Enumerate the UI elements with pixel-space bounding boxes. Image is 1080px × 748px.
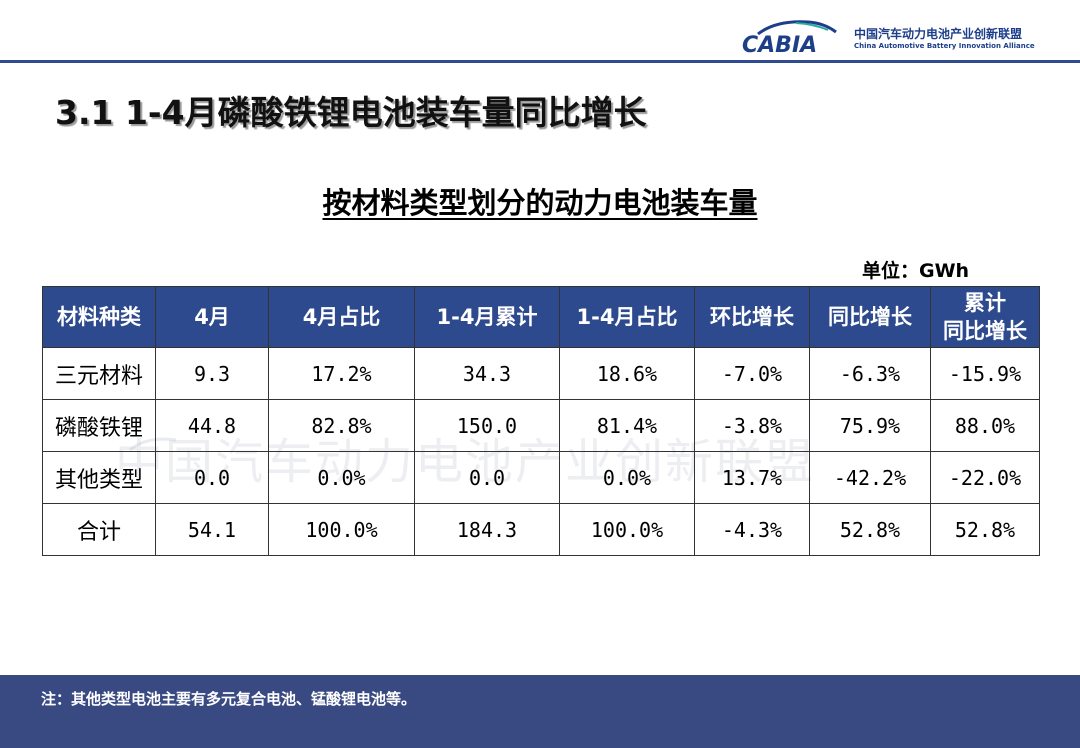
- header-april-share: 4月占比: [268, 286, 415, 348]
- table-row: 三元材料 9.3 17.2% 34.3 18.6% -7.0% -6.3% -1…: [42, 347, 1040, 400]
- table-cell: 52.8%: [930, 503, 1040, 556]
- table-cell: 100.0%: [559, 503, 695, 556]
- table-cell: 17.2%: [268, 347, 415, 400]
- table-cell: -4.3%: [694, 503, 810, 556]
- table-title-wrap: 按材料类型划分的动力电池装车量: [0, 180, 1080, 222]
- row-label: 其他类型: [42, 451, 156, 504]
- header-ytd-yoy-line1: 累计: [964, 291, 1006, 315]
- table-row: 其他类型 0.0 0.0% 0.0 0.0% 13.7% -42.2% -22.…: [42, 451, 1040, 504]
- header-ytd-share: 1-4月占比: [559, 286, 695, 348]
- table-cell: -3.8%: [694, 399, 810, 452]
- table-cell: 81.4%: [559, 399, 695, 452]
- table-cell: 0.0%: [559, 451, 695, 504]
- table-cell: 13.7%: [694, 451, 810, 504]
- table-cell: 54.1: [155, 503, 269, 556]
- table-cell: 44.8: [155, 399, 269, 452]
- logo-wordmark: CABIA: [742, 33, 817, 58]
- table-cell: 100.0%: [268, 503, 415, 556]
- page-title: 3.1 1-4月磷酸铁锂电池装车量同比增长: [55, 93, 647, 132]
- header-ytd-yoy-line2: 同比增长: [943, 319, 1027, 343]
- header-ytd-yoy-growth: 累计 同比增长: [930, 286, 1040, 348]
- org-name-cn: 中国汽车动力电池产业创新联盟: [854, 27, 1023, 41]
- table-cell: 18.6%: [559, 347, 695, 400]
- row-label: 三元材料: [42, 347, 156, 400]
- table-cell: 0.0: [414, 451, 560, 504]
- table-header-row: 材料种类 4月 4月占比 1-4月累计 1-4月占比 环比增长 同比增长 累计 …: [42, 286, 1040, 348]
- footer-bar: [0, 675, 1080, 748]
- table-row: 磷酸铁锂 44.8 82.8% 150.0 81.4% -3.8% 75.9% …: [42, 399, 1040, 452]
- table-cell: 0.0: [155, 451, 269, 504]
- header-yoy-growth: 同比增长: [809, 286, 931, 348]
- table-cell: -6.3%: [809, 347, 931, 400]
- table-cell: -42.2%: [809, 451, 931, 504]
- table-cell: -7.0%: [694, 347, 810, 400]
- cabia-logo: CABIA 中国汽车动力电池产业创新联盟 China Automotive Ba…: [736, 14, 1036, 58]
- header-ytd: 1-4月累计: [414, 286, 560, 348]
- header-mom-growth: 环比增长: [694, 286, 810, 348]
- footnote: 注：其他类型电池主要有多元复合电池、锰酸锂电池等。: [41, 690, 417, 708]
- table-title: 按材料类型划分的动力电池装车量: [322, 186, 758, 220]
- header-material: 材料种类: [42, 286, 156, 348]
- org-name-en: China Automotive Battery Innovation Alli…: [854, 42, 1035, 50]
- table-cell: 0.0%: [268, 451, 415, 504]
- table-cell: 82.8%: [268, 399, 415, 452]
- car-silhouette-icon: CABIA: [742, 20, 837, 58]
- row-label: 磷酸铁锂: [42, 399, 156, 452]
- header-divider: [0, 60, 1080, 63]
- table-cell: 88.0%: [930, 399, 1040, 452]
- table-cell: 150.0: [414, 399, 560, 452]
- table-cell: 9.3: [155, 347, 269, 400]
- table-cell: 184.3: [414, 503, 560, 556]
- table-cell: 75.9%: [809, 399, 931, 452]
- table-cell: 34.3: [414, 347, 560, 400]
- battery-installation-table: 材料种类 4月 4月占比 1-4月累计 1-4月占比 环比增长 同比增长 累计 …: [42, 286, 1040, 556]
- header-april: 4月: [155, 286, 269, 348]
- table-cell: -22.0%: [930, 451, 1040, 504]
- table-row: 合计 54.1 100.0% 184.3 100.0% -4.3% 52.8% …: [42, 503, 1040, 556]
- unit-label: 单位：GWh: [862, 260, 970, 282]
- table-cell: -15.9%: [930, 347, 1040, 400]
- table-cell: 52.8%: [809, 503, 931, 556]
- row-label: 合计: [42, 503, 156, 556]
